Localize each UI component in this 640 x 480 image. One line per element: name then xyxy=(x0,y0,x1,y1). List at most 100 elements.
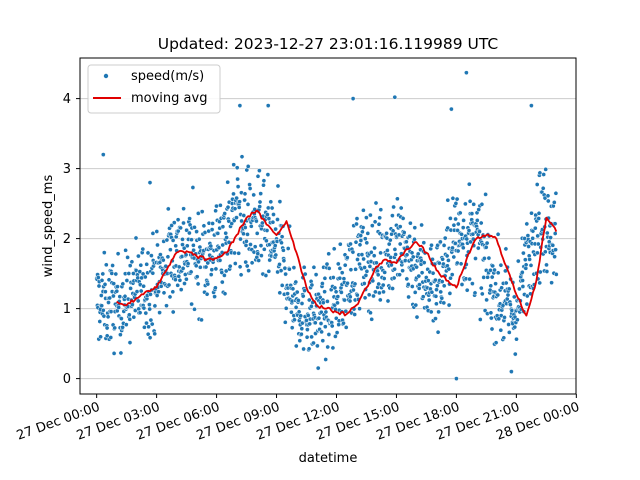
scatter-point xyxy=(377,290,382,296)
scatter-point xyxy=(451,254,457,260)
scatter-point xyxy=(331,246,337,252)
scatter-point xyxy=(451,222,457,228)
scatter-point xyxy=(400,268,405,274)
scatter-point xyxy=(144,320,149,326)
scatter-point xyxy=(149,321,155,327)
scatter-point xyxy=(258,243,264,248)
scatter-point xyxy=(293,343,299,349)
scatter-point xyxy=(520,284,526,289)
scatter-point xyxy=(190,185,196,190)
scatter-point xyxy=(217,258,223,263)
scatter-point xyxy=(239,154,245,160)
scatter-point xyxy=(506,286,512,292)
scatter-point xyxy=(501,335,507,341)
scatter-point xyxy=(359,252,365,257)
scatter-point xyxy=(248,242,253,247)
scatter-point xyxy=(210,221,215,226)
scatter-point xyxy=(483,244,489,250)
scatter-point xyxy=(552,231,558,236)
scatter-point xyxy=(351,287,356,293)
scatter-point xyxy=(160,257,166,263)
scatter-point xyxy=(357,242,363,248)
scatter-point xyxy=(337,275,343,281)
scatter-point xyxy=(421,240,427,246)
plot-frame xyxy=(79,57,577,395)
scatter-point xyxy=(381,289,386,295)
scatter-point xyxy=(377,297,383,303)
scatter-point xyxy=(515,258,521,264)
scatter-point xyxy=(542,249,548,255)
scatter-point xyxy=(363,273,369,278)
scatter-point xyxy=(152,331,158,337)
scatter-point xyxy=(364,215,369,220)
scatter-point xyxy=(322,324,328,330)
scatter-point xyxy=(137,269,143,274)
scatter-point xyxy=(215,231,221,236)
scatter-point xyxy=(114,288,120,294)
scatter-point xyxy=(509,308,515,313)
y-tick-label: 3 xyxy=(63,162,71,177)
scatter-point xyxy=(348,241,353,247)
scatter-point xyxy=(188,269,194,275)
scatter-point xyxy=(325,299,330,304)
scatter-point xyxy=(145,250,151,256)
scatter-point xyxy=(464,236,470,242)
scatter-point xyxy=(261,182,266,188)
scatter-point xyxy=(457,210,463,216)
scatter-point xyxy=(373,289,378,295)
scatter-point xyxy=(219,279,225,285)
scatter-point xyxy=(225,179,231,185)
scatter-point xyxy=(446,266,452,272)
scatter-point xyxy=(312,320,318,326)
scatter-point xyxy=(97,319,103,324)
scatter-point xyxy=(436,260,442,266)
scatter-point xyxy=(455,221,461,227)
scatter-point xyxy=(347,294,353,300)
scatter-point xyxy=(143,310,149,316)
scatter-point xyxy=(498,327,504,333)
scatter-point xyxy=(335,300,340,306)
scatter-point xyxy=(417,282,422,287)
scatter-point xyxy=(237,264,243,270)
scatter-point xyxy=(348,267,354,273)
scatter-point xyxy=(128,286,133,291)
scatter-point xyxy=(169,223,174,228)
scatter-point xyxy=(404,239,409,245)
scatter-point xyxy=(473,256,478,261)
scatter-point xyxy=(454,196,460,202)
scatter-point xyxy=(235,176,240,182)
scatter-point xyxy=(222,291,228,297)
scatter-point xyxy=(479,291,485,297)
scatter-point xyxy=(194,229,199,234)
scatter-point xyxy=(395,196,400,202)
scatter-point xyxy=(134,289,140,294)
y-axis-label: wind_speed_ms xyxy=(41,175,56,278)
scatter-point xyxy=(506,330,512,335)
scatter-point xyxy=(450,245,455,251)
scatter-point xyxy=(265,172,271,177)
scatter-point xyxy=(521,250,526,256)
scatter-point xyxy=(540,185,546,191)
scatter-point xyxy=(428,309,434,315)
scatter-point xyxy=(204,291,210,297)
scatter-point xyxy=(323,357,329,362)
scatter-point xyxy=(548,235,553,240)
scatter-point xyxy=(177,277,183,283)
scatter-point xyxy=(357,306,362,312)
scatter-point xyxy=(482,308,488,313)
scatter-point xyxy=(205,281,211,287)
scatter-point xyxy=(111,281,117,286)
scatter-point xyxy=(247,186,253,191)
scatter-point xyxy=(205,260,211,266)
scatter-point xyxy=(392,266,397,272)
scatter-point xyxy=(505,292,511,298)
scatter-point xyxy=(523,262,529,268)
scatter-point xyxy=(335,261,341,267)
scatter-point xyxy=(438,289,444,295)
scatter-point xyxy=(237,199,242,205)
scatter-point xyxy=(156,289,161,295)
scatter-point xyxy=(117,294,123,299)
scatter-point xyxy=(391,275,397,281)
scatter-point xyxy=(277,199,283,204)
scatter-point xyxy=(189,301,194,307)
